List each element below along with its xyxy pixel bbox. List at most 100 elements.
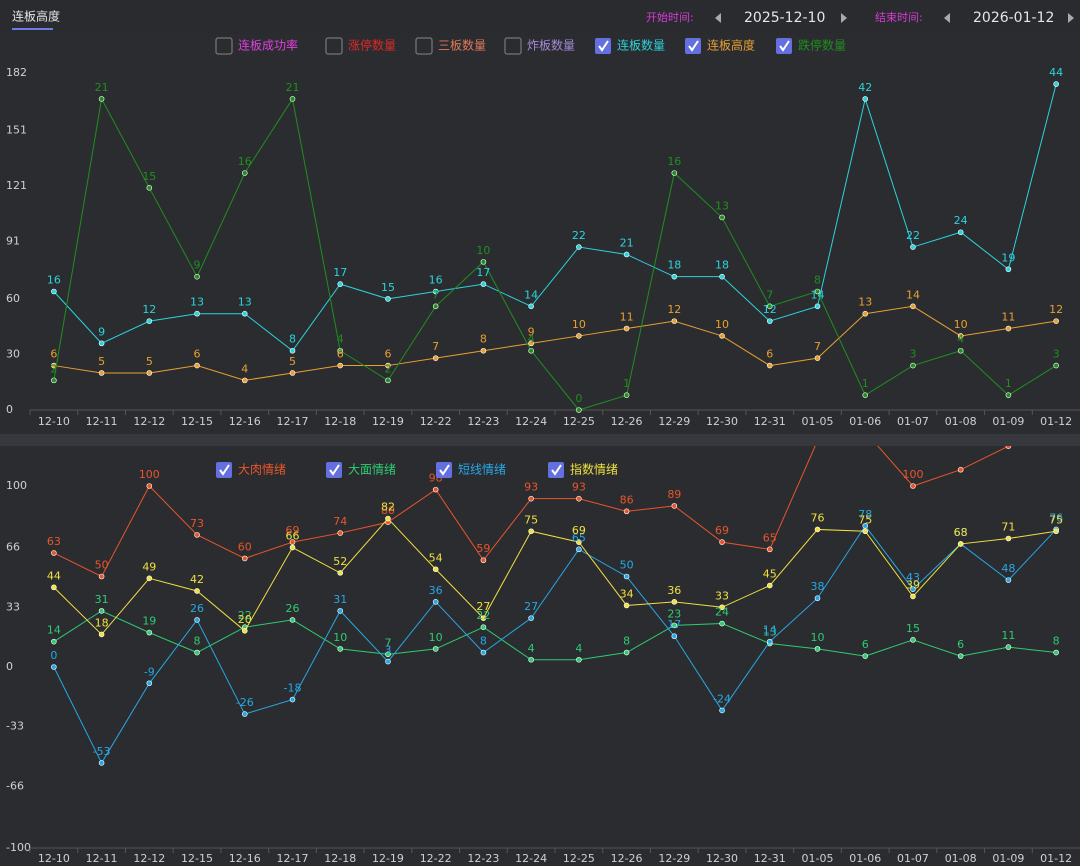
data-label: 93 [572,481,586,494]
x-tick-label: 01-08 [945,415,977,428]
prev-start[interactable] [715,13,721,23]
data-label: 21 [620,236,634,249]
data-point [719,620,725,627]
x-tick-label: 12-31 [754,852,786,865]
next-end[interactable] [1068,13,1074,23]
data-point [432,355,439,361]
data-label: 49 [142,560,156,573]
data-point [671,599,678,605]
x-tick-label: 12-30 [706,415,738,428]
x-tick-label: 12-24 [515,415,547,428]
data-point [719,333,725,339]
data-point [1005,644,1012,650]
data-label: 31 [333,593,347,606]
data-label: 6 [384,348,391,361]
data-label: 7 [766,288,773,301]
legend-checkbox [216,462,232,478]
data-point [51,638,57,645]
data-label: 13 [238,296,252,309]
end-label: 结束时间: [875,11,923,24]
data-point [862,653,869,659]
data-label: 15 [381,281,395,294]
legend-label: 连板成功率 [238,38,298,53]
data-point [480,259,487,265]
data-point [1005,392,1012,398]
legend-item[interactable]: 指数情绪 [548,462,618,479]
data-label: 8 [289,333,296,346]
data-label: 10 [572,318,586,331]
data-label: 74 [333,515,347,528]
data-point [98,96,105,102]
data-point [910,362,916,369]
data-label: 6 [50,348,57,361]
data-label: 19 [1001,251,1015,264]
end-date[interactable]: 2026-01-12 [973,10,1054,26]
data-label: 14 [763,624,777,637]
legend-item[interactable]: 大面情绪 [326,462,396,478]
data-point [337,570,344,576]
data-point [194,362,200,369]
data-label: 1 [1005,377,1012,390]
data-point [51,377,57,384]
data-label: 36 [667,584,681,597]
data-point [289,539,296,545]
data-label: 10 [333,631,347,644]
data-point [910,483,916,489]
x-tick-label: 12-22 [420,415,452,428]
data-label: 9 [194,259,201,272]
data-point [766,638,773,645]
data-point [814,355,821,361]
x-tick-label: 12-17 [277,852,309,865]
data-label: 63 [47,535,61,548]
legend-label: 涨停数量 [348,38,396,53]
y-tick-label: 33 [6,600,20,613]
legend-item[interactable]: 短线情绪 [436,462,506,478]
legend-item[interactable]: 三板数量 [415,37,486,55]
data-label: 66 [286,530,300,543]
x-tick-label: 12-22 [420,852,452,865]
data-point [719,214,725,221]
legend-item[interactable]: 炸板数量 [504,37,575,55]
next-start[interactable] [841,13,847,23]
legend-item[interactable]: 连板数量 [595,38,665,55]
data-label: 17 [667,618,681,631]
data-label: 8 [623,635,630,648]
legend-item[interactable]: 大肉情绪 [216,462,286,478]
legend-item[interactable]: 跌停数量 [776,38,846,55]
data-label: 33 [715,589,729,602]
x-tick-label: 01-09 [992,415,1024,428]
data-point [1005,266,1012,273]
start-date[interactable]: 2025-12-10 [744,10,825,26]
data-label: 69 [572,524,586,537]
data-point [576,495,582,502]
prev-end[interactable] [944,13,950,23]
data-point [623,508,630,515]
legend-item[interactable]: 连板高度 [685,38,755,55]
data-label: 2 [384,362,391,375]
legend-checkbox [215,37,233,55]
data-label: 16 [238,155,252,168]
data-label: 44 [1049,66,1063,79]
data-label: 8 [1053,635,1060,648]
series-line [53,524,1057,764]
data-point [528,340,534,347]
legend-item[interactable]: 连板成功率 [215,37,298,55]
data-label: 76 [1049,511,1063,524]
data-point [1005,325,1012,332]
data-label: 4 [337,333,344,346]
data-label: 22 [238,609,252,622]
data-point [814,303,821,310]
data-label: 10 [954,318,968,331]
series-line [53,610,1057,661]
data-label: 16 [47,273,61,286]
tab[interactable]: 连板高度 [12,9,60,24]
data-point [432,566,439,573]
data-point [528,495,534,502]
data-label: 8 [194,635,201,648]
top-bar [0,0,1080,34]
legend-item[interactable]: 涨停数量 [325,37,396,55]
data-point [1005,535,1012,542]
data-point [146,629,153,636]
data-label: -24 [713,692,731,705]
data-label: 6 [862,638,869,651]
